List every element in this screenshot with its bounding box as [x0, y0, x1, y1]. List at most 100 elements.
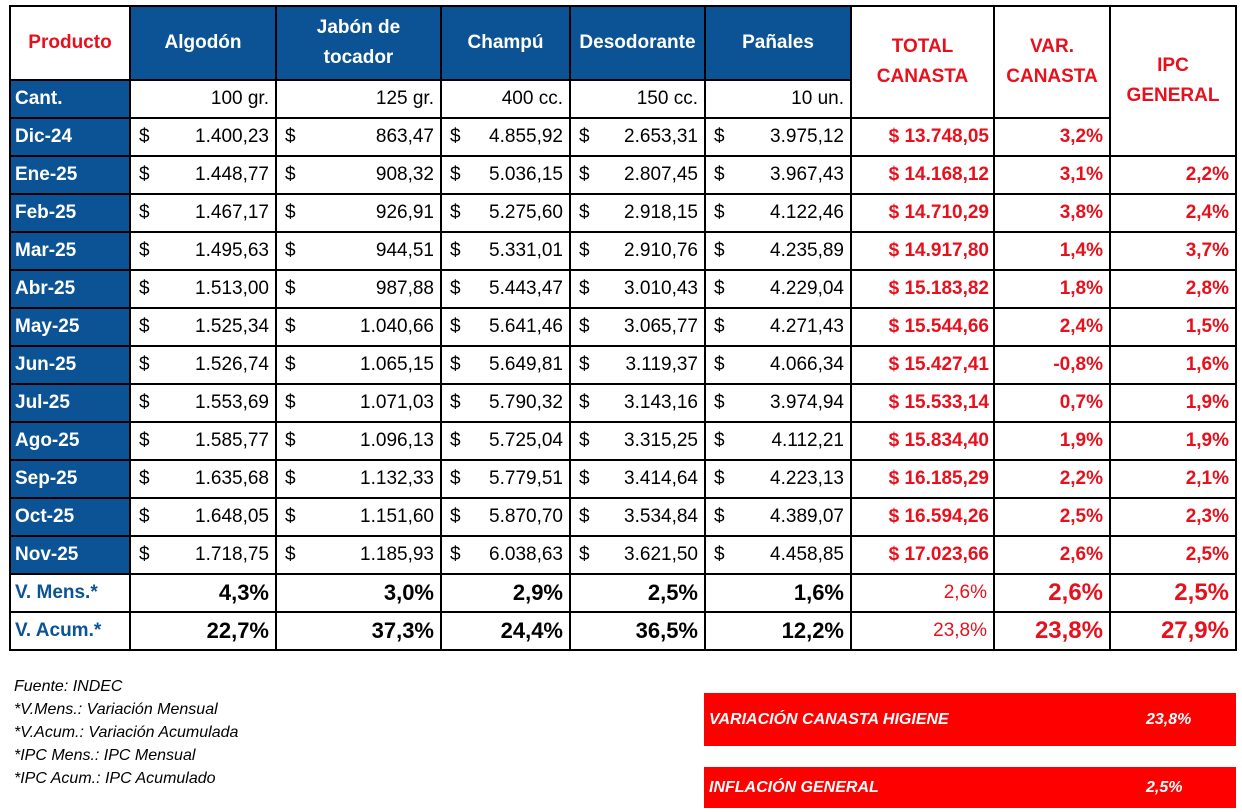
price-value: 4.855,92 [489, 126, 563, 147]
currency-symbol: $ [139, 126, 150, 147]
price-value: 5.779,51 [489, 468, 563, 489]
price-cell: $863,47 [275, 117, 442, 157]
price-value: 863,47 [375, 126, 434, 147]
var-canasta-cell: 2,5% [993, 497, 1111, 537]
table-row: Abr-25 $1.513,00 $987,88 $5.443,47 $3.010,43… [9, 269, 1237, 309]
currency-symbol: $ [714, 164, 725, 185]
total-canasta-cell: $ 15.533,14 [850, 383, 995, 423]
price-value: 5.275,60 [489, 202, 563, 223]
currency-symbol: $ [139, 316, 150, 337]
currency-symbol: $ [450, 544, 461, 565]
var-canasta-cell: 1,9% [993, 421, 1111, 461]
price-cell: $6.038,63 [440, 535, 571, 575]
price-cell: $1.495,63 [129, 231, 277, 271]
price-value: 3.975,12 [770, 126, 844, 147]
price-cell: $2.910,76 [569, 231, 706, 271]
table-row: Ago-25 $1.585,77 $1.096,13 $5.725,04 $3.315,… [9, 421, 1237, 461]
currency-symbol: $ [450, 316, 461, 337]
table-row: May-25 $1.525,34 $1.040,66 $5.641,46 $3.065,… [9, 307, 1237, 347]
price-value: 5.036,15 [489, 164, 563, 185]
price-cell: $1.132,33 [275, 459, 442, 499]
table-row: Jun-25 $1.526,74 $1.065,15 $5.649,81 $3.119,… [9, 345, 1237, 385]
summary-value: 36,5% [569, 611, 706, 651]
price-value: 3.414,64 [624, 468, 698, 489]
header-champu: Champú [440, 5, 571, 81]
price-cell: $2.918,15 [569, 193, 706, 233]
price-value: 5.790,32 [489, 392, 563, 413]
price-cell: $5.725,04 [440, 421, 571, 461]
hygiene-basket-table: Producto Algodón Jabón de tocador Champú… [9, 5, 1237, 651]
currency-symbol: $ [579, 164, 590, 185]
currency-symbol: $ [450, 430, 461, 451]
price-cell: $1.151,60 [275, 497, 442, 537]
price-value: 1.071,03 [360, 392, 434, 413]
currency-symbol: $ [285, 430, 296, 451]
currency-symbol: $ [450, 468, 461, 489]
price-cell: $1.071,03 [275, 383, 442, 423]
footnote-line: *V.Mens.: Variación Mensual [14, 701, 218, 718]
box-label: VARIACIÓN CANASTA HIGIENE [709, 710, 949, 728]
price-cell: $944,51 [275, 231, 442, 271]
price-value: 2.807,45 [624, 164, 698, 185]
price-value: 2.910,76 [624, 240, 698, 261]
price-value: 1.448,77 [195, 164, 269, 185]
price-value: 1.718,75 [195, 544, 269, 565]
total-canasta-cell: $ 15.834,40 [850, 421, 995, 461]
total-canasta-cell: $ 15.183,82 [850, 269, 995, 309]
header-panales: Pañales [704, 5, 852, 81]
price-cell: $4.122,46 [704, 193, 852, 233]
price-value: 4.112,21 [771, 430, 844, 451]
price-value: 3.621,50 [624, 544, 698, 565]
currency-symbol: $ [579, 278, 590, 299]
currency-symbol: $ [714, 468, 725, 489]
price-cell: $1.648,05 [129, 497, 277, 537]
currency-symbol: $ [285, 392, 296, 413]
price-cell: $4.389,07 [704, 497, 852, 537]
price-cell: $1.513,00 [129, 269, 277, 309]
price-value: 6.038,63 [489, 544, 563, 565]
currency-symbol: $ [285, 164, 296, 185]
price-value: 1.467,17 [195, 202, 269, 223]
currency-symbol: $ [285, 544, 296, 565]
currency-symbol: $ [579, 316, 590, 337]
price-cell: $1.065,15 [275, 345, 442, 385]
price-value: 987,88 [375, 278, 434, 299]
price-cell: $4.271,43 [704, 307, 852, 347]
price-value: 1.525,34 [195, 316, 269, 337]
price-value: 2.653,31 [624, 126, 698, 147]
price-cell: $3.010,43 [569, 269, 706, 309]
currency-symbol: $ [579, 544, 590, 565]
currency-symbol: $ [714, 544, 725, 565]
month-label: Dic-24 [9, 117, 131, 157]
price-cell: $4.235,89 [704, 231, 852, 271]
price-value: 1.040,66 [360, 316, 434, 337]
cant-value: 150 cc. [569, 79, 706, 119]
price-cell: $1.635,68 [129, 459, 277, 499]
var-canasta-cell: -0,8% [993, 345, 1111, 385]
summary-var: 23,8% [993, 611, 1111, 651]
var-canasta-cell: 2,2% [993, 459, 1111, 499]
total-canasta-cell: $ 15.544,66 [850, 307, 995, 347]
price-cell: $5.870,70 [440, 497, 571, 537]
currency-symbol: $ [285, 126, 296, 147]
summary-var: 2,6% [993, 573, 1111, 613]
footnote-line: *IPC Acum.: IPC Acumulado [14, 770, 216, 787]
currency-symbol: $ [450, 240, 461, 261]
price-cell: $1.526,74 [129, 345, 277, 385]
price-value: 1.526,74 [195, 354, 269, 375]
month-label: May-25 [9, 307, 131, 347]
summary-box-basket: VARIACIÓN CANASTA HIGIENE 23,8% [704, 693, 1236, 746]
price-value: 4.066,34 [770, 354, 844, 375]
var-canasta-cell: 3,2% [993, 117, 1111, 157]
table-row: Nov-25 $1.718,75 $1.185,93 $6.038,63 $3.621,… [9, 535, 1237, 575]
price-value: 1.400,23 [195, 126, 269, 147]
footnotes: Fuente: INDEC *V.Mens.: Variación Mensual… [14, 675, 238, 790]
footnote-line: Fuente: INDEC [14, 678, 123, 695]
currency-symbol: $ [139, 354, 150, 375]
var-canasta-cell: 2,6% [993, 535, 1111, 575]
currency-symbol: $ [285, 506, 296, 527]
summary-value: 37,3% [275, 611, 442, 651]
price-value: 1.553,69 [195, 392, 269, 413]
price-cell: $4.112,21 [704, 421, 852, 461]
var-canasta-cell: 0,7% [993, 383, 1111, 423]
